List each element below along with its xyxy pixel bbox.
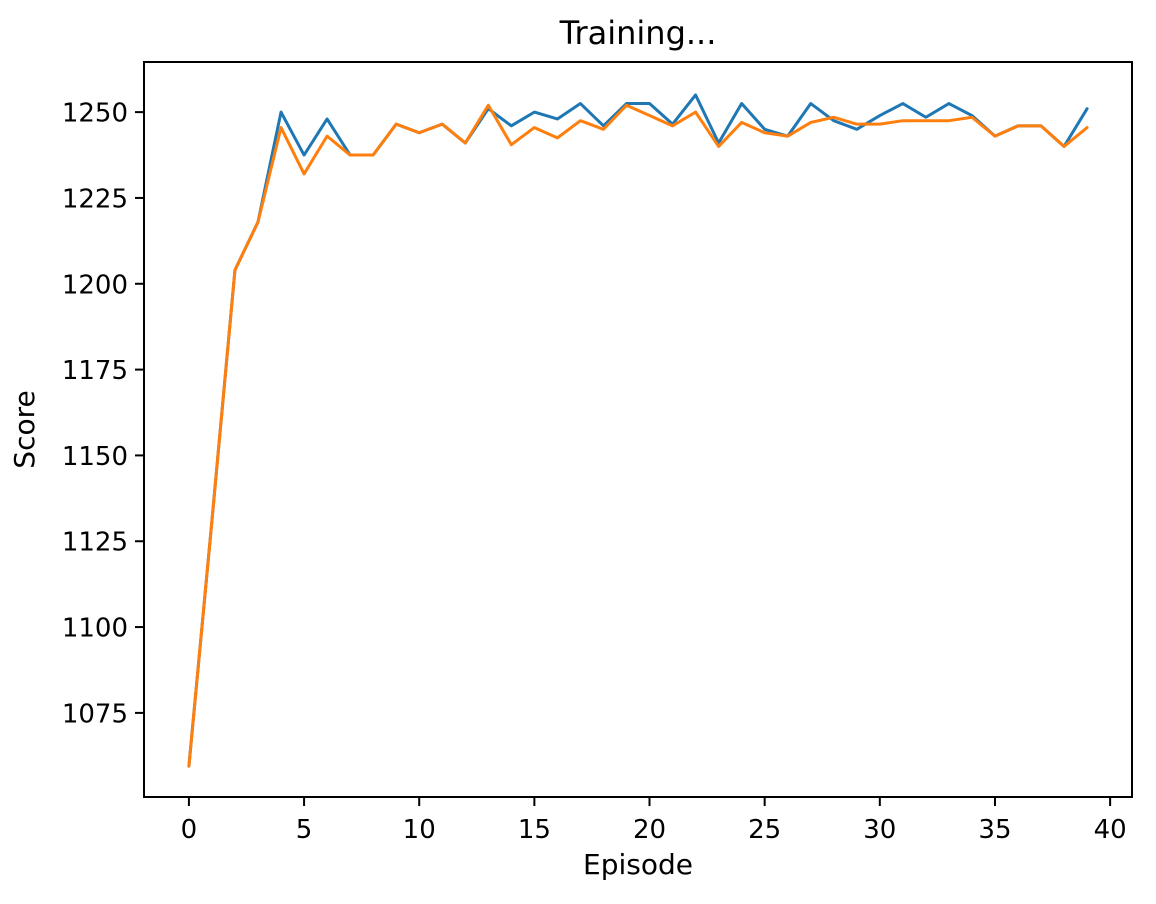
y-tick-label: 1150	[62, 442, 128, 472]
x-ticks: 0 5 10 15 20 25 30 35 40	[181, 797, 1127, 845]
y-tick-label: 1175	[62, 356, 128, 386]
y-axis-label: Score	[8, 390, 41, 468]
x-tick-label: 25	[748, 815, 781, 845]
x-tick-label: 15	[518, 815, 551, 845]
x-tick-label: 30	[863, 815, 896, 845]
y-tick-label: 1200	[62, 270, 128, 300]
plot-frame	[143, 61, 1133, 798]
x-tick-label: 5	[296, 815, 313, 845]
y-tick-label: 1250	[62, 99, 128, 129]
y-tick-label: 1225	[62, 184, 128, 214]
x-axis-label: Episode	[583, 848, 693, 881]
x-tick-label: 20	[633, 815, 666, 845]
x-tick-label: 40	[1094, 815, 1127, 845]
x-tick-label: 0	[181, 815, 198, 845]
y-tick-label: 1075	[62, 699, 128, 729]
series-orange-line	[187, 103, 1089, 768]
chart-title: Training...	[559, 14, 717, 52]
series-blue-line	[187, 93, 1089, 768]
x-tick-label: 35	[978, 815, 1011, 845]
series-group	[187, 93, 1089, 768]
y-tick-label: 1125	[62, 528, 128, 558]
y-ticks: 1075 1100 1125 1150 1175 1200 1225 1250	[62, 99, 144, 729]
y-tick-label: 1100	[62, 614, 128, 644]
x-tick-label: 10	[403, 815, 436, 845]
